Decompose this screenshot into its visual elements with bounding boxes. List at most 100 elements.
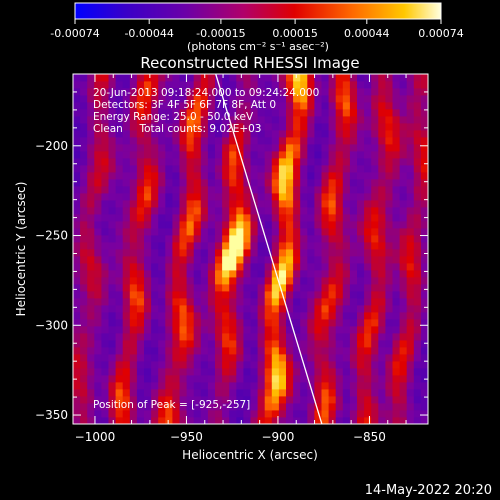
heatmap-cell: [342, 228, 351, 236]
heatmap-cell: [385, 95, 393, 103]
heatmap-cell: [264, 277, 273, 285]
heatmap-cell: [236, 368, 244, 376]
heatmap-cell: [399, 249, 408, 257]
heatmap-cell: [80, 221, 88, 229]
heatmap-cell: [420, 354, 428, 362]
heatmap-cell: [136, 319, 145, 327]
heatmap-cell: [328, 144, 337, 152]
heatmap-cell: [321, 144, 329, 152]
heatmap-cell: [136, 137, 145, 145]
heatmap-cell: [271, 417, 280, 424]
heatmap-cell: [158, 228, 166, 236]
heatmap-cell: [406, 326, 415, 334]
heatmap-cell: [378, 137, 386, 145]
heatmap-cell: [328, 81, 337, 89]
heatmap-cell: [271, 263, 280, 271]
heatmap-cell: [321, 403, 329, 411]
heatmap-cell: [314, 270, 322, 278]
heatmap-cell: [250, 214, 258, 222]
heatmap-cell: [364, 305, 372, 313]
heatmap-cell: [406, 256, 415, 264]
heatmap-cell: [94, 214, 102, 222]
heatmap-cell: [108, 130, 116, 138]
heatmap-cell: [222, 81, 230, 89]
heatmap-cell: [314, 214, 322, 222]
heatmap-cell: [236, 221, 244, 229]
heatmap-cell: [136, 354, 145, 362]
heatmap-cell: [115, 319, 124, 327]
heatmap-cell: [144, 151, 152, 159]
heatmap-cell: [243, 235, 251, 243]
heatmap-cell: [165, 340, 173, 348]
heatmap-cell: [108, 263, 116, 271]
heatmap-cell: [321, 410, 329, 418]
heatmap-cell: [229, 382, 237, 390]
heatmap-cell: [357, 256, 365, 264]
heatmap-cell: [215, 116, 223, 124]
heatmap-cell: [250, 284, 258, 292]
heatmap-cell: [94, 298, 102, 306]
colorbar-tick-label: -0.00044: [124, 27, 173, 40]
heatmap-cell: [87, 305, 95, 313]
heatmap-cell: [406, 109, 415, 117]
heatmap-cell: [392, 88, 400, 96]
heatmap-cell: [264, 305, 273, 313]
heatmap-cell: [371, 158, 379, 166]
heatmap-cell: [278, 354, 287, 362]
heatmap-cell: [307, 312, 315, 320]
heatmap-cell: [328, 361, 337, 369]
heatmap-cell: [357, 109, 365, 117]
y-tick-label: −200: [35, 139, 68, 153]
heatmap-cell: [165, 375, 173, 383]
heatmap-cell: [243, 277, 251, 285]
heatmap-cell: [236, 109, 244, 117]
heatmap-cell: [200, 158, 209, 166]
heatmap-cell: [349, 333, 358, 341]
heatmap-cell: [300, 305, 308, 313]
heatmap-cell: [222, 144, 230, 152]
heatmap-cell: [172, 200, 180, 208]
heatmap-cell: [378, 88, 386, 96]
heatmap-cell: [257, 165, 266, 173]
heatmap-cell: [179, 186, 187, 194]
heatmap-cell: [222, 333, 230, 341]
heatmap-cell: [413, 284, 422, 292]
heatmap-cell: [151, 151, 159, 159]
heatmap-cell: [129, 410, 138, 418]
heatmap-cell: [136, 186, 145, 194]
heatmap-cell: [264, 221, 273, 229]
heatmap-cell: [413, 95, 422, 103]
heatmap-cell: [94, 361, 102, 369]
heatmap-cell: [73, 109, 81, 117]
heatmap-cell: [222, 95, 230, 103]
heatmap-cell: [158, 235, 166, 243]
heatmap-cell: [328, 193, 337, 201]
heatmap-cell: [215, 333, 223, 341]
heatmap-cell: [179, 326, 187, 334]
heatmap-cell: [278, 158, 287, 166]
heatmap-cell: [293, 214, 301, 222]
heatmap-cell: [229, 144, 237, 152]
heatmap-cell: [151, 305, 159, 313]
heatmap-cell: [342, 340, 351, 348]
heatmap-cell: [215, 312, 223, 320]
heatmap-cell: [172, 361, 180, 369]
heatmap-cell: [293, 298, 301, 306]
heatmap-cell: [122, 382, 131, 390]
heatmap-cell: [371, 368, 379, 376]
heatmap-cell: [293, 396, 301, 404]
heatmap-cell: [151, 270, 159, 278]
heatmap-cell: [179, 130, 187, 138]
heatmap-cell: [236, 144, 244, 152]
heatmap-cell: [406, 137, 415, 145]
heatmap-cell: [200, 396, 209, 404]
heatmap-cell: [101, 417, 109, 424]
heatmap-cell: [236, 193, 244, 201]
heatmap-cell: [257, 312, 266, 320]
heatmap-cell: [172, 375, 180, 383]
heatmap-cell: [307, 214, 315, 222]
heatmap-cell: [392, 361, 400, 369]
heatmap-cell: [122, 74, 131, 82]
heatmap-cell: [314, 179, 322, 187]
heatmap-cell: [186, 130, 195, 138]
